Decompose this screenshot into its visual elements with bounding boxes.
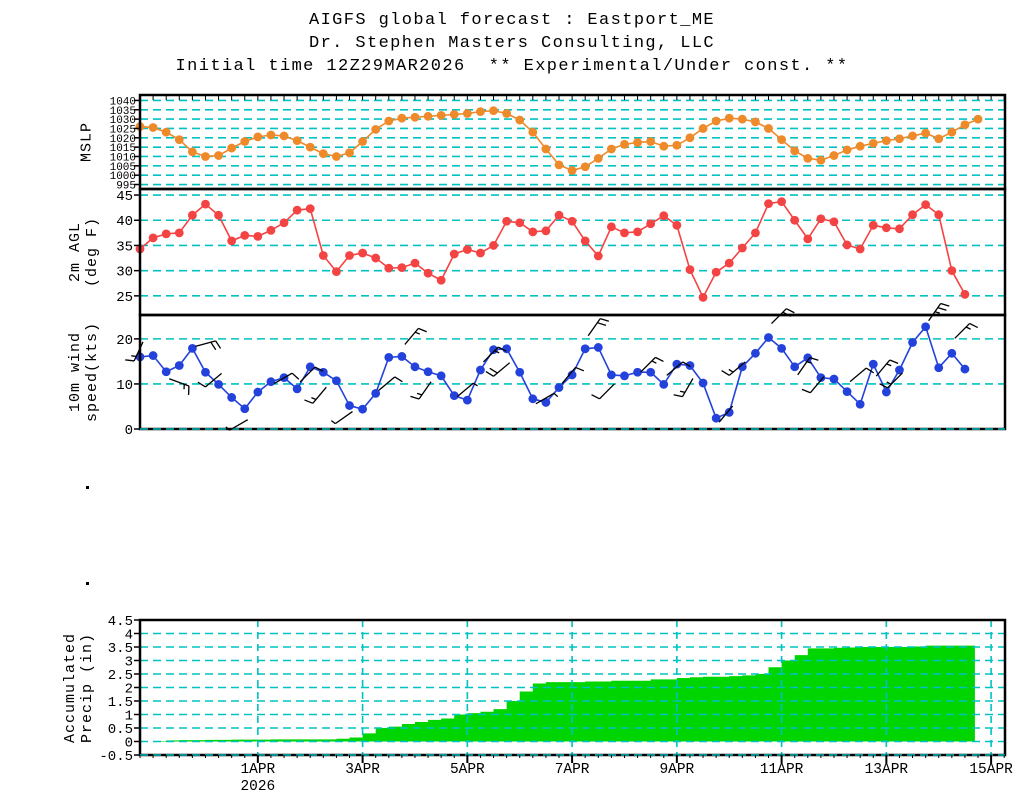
svg-text:1: 1 [125, 709, 133, 725]
svg-text:1040: 1040 [110, 96, 136, 108]
stray-dot-2 [86, 582, 89, 585]
svg-text:3APR: 3APR [345, 762, 380, 778]
svg-text:1000: 1000 [110, 171, 136, 183]
temp2m-panel: 45 40 35 30 25 [116, 187, 1007, 317]
svg-text:25: 25 [116, 290, 133, 306]
svg-text:1020: 1020 [110, 134, 136, 146]
svg-text:1.5: 1.5 [108, 695, 133, 711]
svg-text:10: 10 [116, 378, 133, 394]
svg-text:-0.5: -0.5 [99, 749, 133, 765]
svg-text:0: 0 [125, 423, 133, 439]
svg-text:5APR: 5APR [450, 762, 485, 778]
stray-dot-1 [86, 486, 89, 489]
svg-text:7APR: 7APR [555, 762, 590, 778]
svg-text:0: 0 [125, 736, 133, 752]
chart-title: AIGFS global forecast : Eastport_ME [308, 11, 716, 30]
svg-text:0.5: 0.5 [108, 722, 133, 738]
svg-text:1035: 1035 [110, 106, 136, 118]
svg-text:2: 2 [125, 682, 133, 698]
svg-text:45: 45 [116, 189, 133, 205]
svg-text:1015: 1015 [110, 143, 136, 155]
svg-text:4.5: 4.5 [108, 614, 133, 630]
svg-text:1010: 1010 [110, 152, 136, 164]
svg-text:13APR: 13APR [865, 762, 909, 778]
svg-text:995: 995 [116, 181, 136, 193]
wind-barbs [125, 302, 978, 431]
chart-subtitle: Dr. Stephen Masters Consulting, LLC [308, 34, 716, 53]
svg-text:30: 30 [116, 265, 133, 281]
svg-text:3.5: 3.5 [108, 641, 133, 657]
svg-text:2.5: 2.5 [108, 668, 133, 684]
svg-text:1005: 1005 [110, 162, 136, 174]
svg-text:35: 35 [116, 239, 133, 255]
svg-text:9APR: 9APR [659, 762, 694, 778]
precip-panel: 4.543.532.521.510.50-0.5 [99, 614, 1007, 765]
svg-text:1030: 1030 [110, 115, 136, 127]
svg-text:1APR: 1APR [240, 762, 275, 778]
svg-text:2026: 2026 [240, 779, 275, 795]
svg-text:3: 3 [125, 655, 133, 671]
chart-initial-time: Initial time 12Z29MAR2026 ** Experimenta… [175, 57, 849, 76]
svg-text:15APR: 15APR [969, 762, 1013, 778]
svg-text:40: 40 [116, 214, 133, 230]
svg-text:1025: 1025 [110, 124, 136, 136]
wind10m-panel: 20 10 0 [116, 313, 1007, 439]
svg-text:4: 4 [125, 628, 133, 644]
svg-text:11APR: 11APR [760, 762, 804, 778]
svg-text:20: 20 [116, 333, 133, 349]
